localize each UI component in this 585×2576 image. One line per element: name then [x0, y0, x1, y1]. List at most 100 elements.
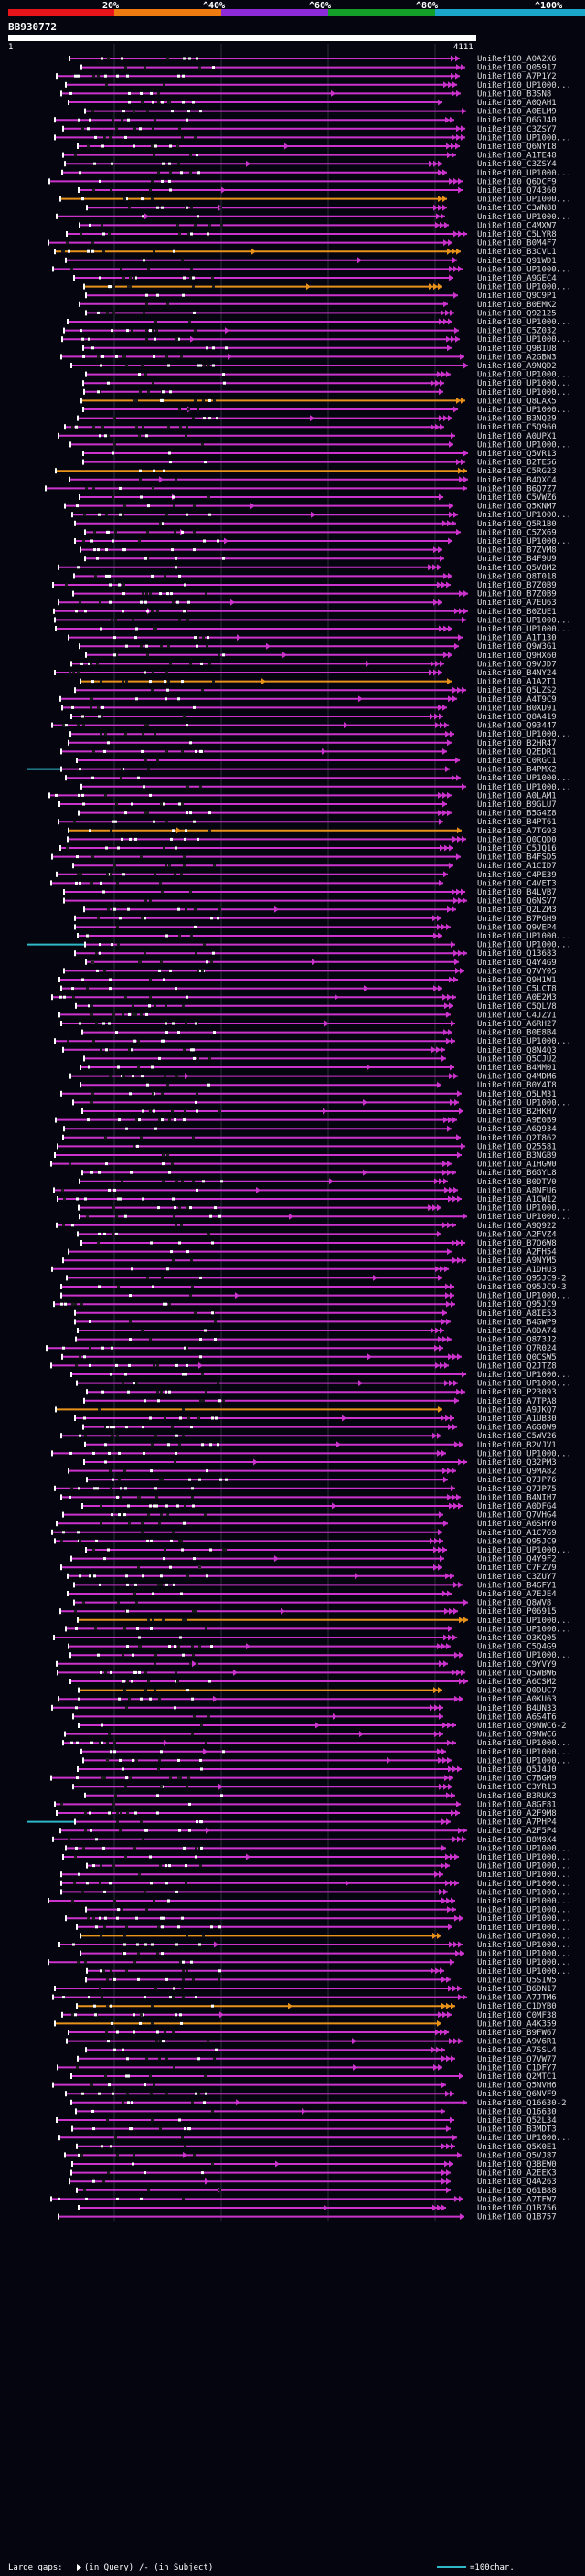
hit-accession[interactable]: UniRef100_C4JZV1: [477, 1011, 557, 1020]
hit-accession[interactable]: UniRef100_UP1000...: [477, 1880, 571, 1889]
hit-accession[interactable]: UniRef100_UP1000...: [477, 169, 571, 178]
hit-accession[interactable]: UniRef100_B9FW67: [477, 2029, 557, 2038]
hit-accession[interactable]: UniRef100_A9JKQ7: [477, 1405, 557, 1415]
hit-accession[interactable]: UniRef100_B4PT61: [477, 818, 557, 827]
hit-accession[interactable]: UniRef100_UP1000...: [477, 1651, 571, 1660]
hit-accession[interactable]: UniRef100_Q9MA82: [477, 1468, 557, 1477]
hit-accession[interactable]: UniRef100_UP1000...: [477, 730, 571, 739]
hit-accession[interactable]: UniRef100_A1CID7: [477, 862, 557, 871]
hit-accession[interactable]: UniRef100_B0ZUE1: [477, 608, 557, 617]
hit-accession[interactable]: UniRef100_B4GFY1: [477, 1581, 557, 1590]
hit-accession[interactable]: UniRef100_C5LCT8: [477, 985, 557, 994]
hit-accession[interactable]: UniRef100_UP1000...: [477, 1906, 571, 1915]
hit-accession[interactable]: UniRef100_C4PE39: [477, 871, 557, 880]
hit-accession[interactable]: UniRef100_A8IE53: [477, 1309, 557, 1319]
hit-accession[interactable]: UniRef100_UP1000...: [477, 774, 571, 783]
hit-accession[interactable]: UniRef100_UP1000...: [477, 1941, 571, 1950]
hit-accession[interactable]: UniRef100_Q93447: [477, 722, 557, 731]
hit-accession[interactable]: UniRef100_A0DFG4: [477, 1502, 557, 1511]
hit-accession[interactable]: UniRef100_A9Q922: [477, 1222, 557, 1231]
hit-accession[interactable]: UniRef100_A0E2M3: [477, 993, 557, 1002]
hit-accession[interactable]: UniRef100_B7Z0B9: [477, 590, 557, 599]
hit-accession[interactable]: UniRef100_Q61B88: [477, 2187, 557, 2196]
hit-accession[interactable]: UniRef100_UP1000...: [477, 537, 571, 546]
hit-accession[interactable]: UniRef100_B9GLU7: [477, 800, 557, 810]
hit-accession[interactable]: UniRef100_A9NQD2: [477, 362, 557, 371]
hit-accession[interactable]: UniRef100_Q05917: [477, 64, 557, 73]
hit-accession[interactable]: UniRef100_Q5R1B0: [477, 520, 557, 529]
hit-accession[interactable]: UniRef100_UP1000...: [477, 1914, 571, 1924]
hit-accession[interactable]: UniRef100_Q3BEW0: [477, 2160, 557, 2169]
hit-accession[interactable]: UniRef100_Q5V8M2: [477, 564, 557, 573]
hit-accession[interactable]: UniRef100_Q5CJU2: [477, 1055, 557, 1064]
hit-accession[interactable]: UniRef100_UP1000...: [477, 1748, 571, 1757]
hit-accession[interactable]: UniRef100_Q32PM3: [477, 1458, 557, 1468]
hit-accession[interactable]: UniRef100_Q4A263: [477, 2178, 557, 2187]
hit-accession[interactable]: UniRef100_Q13683: [477, 949, 557, 959]
hit-accession[interactable]: UniRef100_Q9NWC6-2: [477, 1722, 567, 1731]
hit-accession[interactable]: UniRef100_B4LVB7: [477, 888, 557, 897]
hit-accession[interactable]: UniRef100_Q25581: [477, 1142, 557, 1151]
hit-accession[interactable]: UniRef100_C0RGC1: [477, 757, 557, 766]
hit-accession[interactable]: UniRef100_B3NGB9: [477, 1151, 557, 1161]
hit-accession[interactable]: UniRef100_Q9BIU8: [477, 345, 557, 354]
hit-accession[interactable]: UniRef100_UP1000...: [477, 1371, 571, 1380]
hit-accession[interactable]: UniRef100_Q1B757: [477, 2213, 557, 2222]
hit-accession[interactable]: UniRef100_B4F9U9: [477, 555, 557, 564]
hit-accession[interactable]: UniRef100_UP1000...: [477, 625, 571, 634]
hit-accession[interactable]: UniRef100_Q7VY05: [477, 967, 557, 976]
hit-accession[interactable]: UniRef100_UP1000...: [477, 1617, 571, 1626]
hit-accession[interactable]: UniRef100_A7PHP4: [477, 1818, 557, 1828]
hit-accession[interactable]: UniRef100_UP1000...: [477, 81, 571, 90]
hit-accession[interactable]: UniRef100_A9V6R1: [477, 2038, 557, 2047]
hit-accession[interactable]: UniRef100_C1DFY7: [477, 2063, 557, 2072]
hit-accession[interactable]: UniRef100_B4FSD5: [477, 853, 557, 863]
hit-accession[interactable]: UniRef100_B8M9X4: [477, 1836, 557, 1845]
hit-accession[interactable]: UniRef100_Q91WD1: [477, 257, 557, 266]
hit-accession[interactable]: UniRef100_B4UN33: [477, 1704, 557, 1713]
hit-accession[interactable]: UniRef100_UP1000...: [477, 932, 571, 941]
hit-accession[interactable]: UniRef100_Q95JC9: [477, 1537, 557, 1546]
hit-accession[interactable]: UniRef100_Q4Y9F2: [477, 1555, 557, 1564]
hit-accession[interactable]: UniRef100_Q6DCF9: [477, 177, 557, 186]
hit-accession[interactable]: UniRef100_A6RH27: [477, 1020, 557, 1029]
hit-accession[interactable]: UniRef100_UP1000...: [477, 1853, 571, 1862]
hit-accession[interactable]: UniRef100_C5LYR8: [477, 230, 557, 239]
hit-accession[interactable]: UniRef100_B7Q6W8: [477, 1239, 557, 1248]
hit-accession[interactable]: UniRef100_C0MF38: [477, 2011, 557, 2020]
hit-accession[interactable]: UniRef100_B4PMX2: [477, 766, 557, 775]
hit-accession[interactable]: UniRef100_A7P1Y2: [477, 72, 557, 81]
hit-accession[interactable]: UniRef100_A2F5P4: [477, 1827, 557, 1836]
hit-accession[interactable]: UniRef100_B0Y4T8: [477, 1081, 557, 1090]
hit-accession[interactable]: UniRef100_C5WV26: [477, 1432, 557, 1441]
hit-accession[interactable]: UniRef100_UP1000...: [477, 1862, 571, 1871]
hit-accession[interactable]: UniRef100_C5RG23: [477, 467, 557, 476]
hit-accession[interactable]: UniRef100_C3WN88: [477, 204, 557, 213]
hit-accession[interactable]: UniRef100_A9E0B9: [477, 1117, 557, 1126]
hit-accession[interactable]: UniRef100_Q52L34: [477, 2116, 557, 2125]
hit-accession[interactable]: UniRef100_C5Q4G9: [477, 1643, 557, 1652]
hit-accession[interactable]: UniRef100_B6Q7Z7: [477, 484, 557, 493]
hit-accession[interactable]: UniRef100_A4T9C9: [477, 695, 557, 705]
hit-accession[interactable]: UniRef100_C5JQ16: [477, 844, 557, 853]
hit-accession[interactable]: UniRef100_Q5J4J0: [477, 1765, 557, 1775]
hit-accession[interactable]: UniRef100_A7TPA8: [477, 1397, 557, 1406]
hit-accession[interactable]: UniRef100_Q6NSV7: [477, 897, 557, 906]
hit-accession[interactable]: UniRef100_A4K359: [477, 2019, 557, 2029]
hit-accession[interactable]: UniRef100_B3SN8: [477, 90, 551, 99]
hit-accession[interactable]: UniRef100_Q74360: [477, 186, 557, 196]
hit-accession[interactable]: UniRef100_C3YR13: [477, 1783, 557, 1792]
hit-accession[interactable]: UniRef100_A7TFW7: [477, 2195, 557, 2204]
hit-accession[interactable]: UniRef100_A0ELM9: [477, 108, 557, 117]
hit-accession[interactable]: UniRef100_Q8WV8: [477, 1599, 551, 1608]
hit-accession[interactable]: UniRef100_A8NFU6: [477, 1186, 557, 1195]
hit-accession[interactable]: UniRef100_UP1000...: [477, 1897, 571, 1906]
hit-accession[interactable]: UniRef100_A1C7G9: [477, 1529, 557, 1538]
hit-accession[interactable]: UniRef100_UP1000...: [477, 1967, 571, 1977]
hit-accession[interactable]: UniRef100_Q6NVF9: [477, 2090, 557, 2099]
hit-accession[interactable]: UniRef100_A0DA74: [477, 1327, 557, 1336]
hit-accession[interactable]: UniRef100_Q7VHG4: [477, 1511, 557, 1521]
hit-accession[interactable]: UniRef100_UP1000...: [477, 1756, 571, 1765]
hit-accession[interactable]: UniRef100_UP1000...: [477, 133, 571, 143]
hit-accession[interactable]: UniRef100_Q7JP75: [477, 1485, 557, 1494]
